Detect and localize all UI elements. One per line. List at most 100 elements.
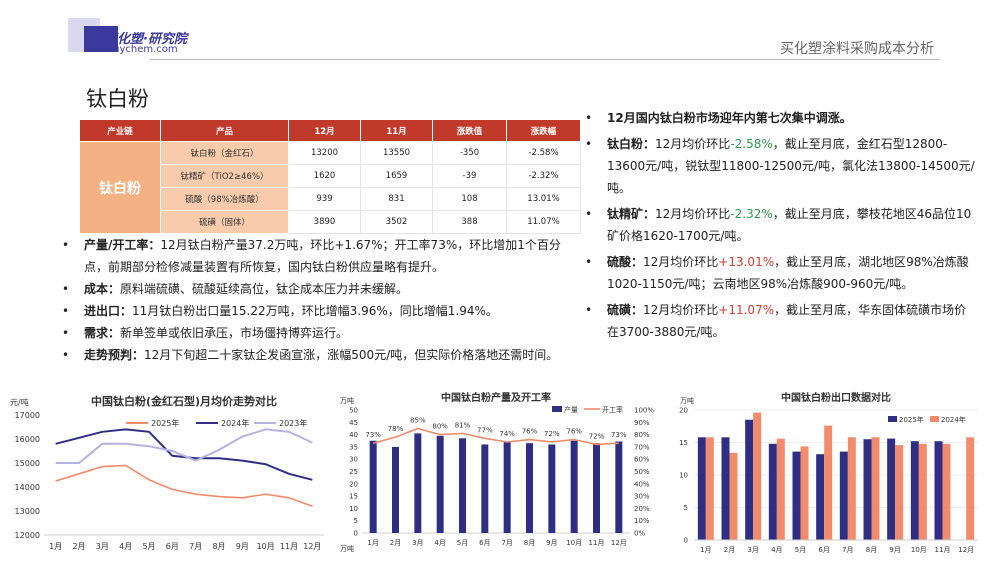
y-tick-label: 20 [679, 407, 688, 415]
x-tick-label: 2月 [724, 546, 735, 554]
x-tick-label: 9月 [236, 542, 249, 551]
legend-label: 开工率 [602, 405, 623, 414]
price-table: 产业链 产品 12月 11月 涨跌值 涨跌幅 钛白粉 钛白粉（金红石） 1320… [79, 119, 581, 234]
bar-export-2025年 [863, 439, 872, 540]
bullet-change: +13.01% [718, 255, 775, 269]
bar-export-2024年 [918, 443, 927, 540]
x-tick-label: 11月 [935, 546, 951, 554]
bullet-text: 12月均价环比 [655, 137, 731, 151]
nov-cell: 3502 [360, 210, 433, 234]
x-tick-label: 7月 [842, 546, 853, 554]
chart-title: 中国钛白粉(金红石型)月均价走势对比 [91, 394, 277, 408]
legend-label: 2023年 [279, 418, 307, 428]
y2-tick-label: 20% [634, 505, 650, 513]
bar-export-2024年 [942, 443, 951, 540]
pct-cell: -2.58% [506, 141, 581, 165]
x-tick-label: 6月 [166, 542, 179, 551]
bullet-change: +11.07% [718, 303, 775, 317]
product-cell: 钛白粉（金红石） [160, 141, 289, 165]
y-tick-label: 10 [349, 505, 358, 513]
x-tick-label: 12月 [303, 542, 321, 551]
bar-output [481, 444, 489, 533]
table-header-row: 产业链 产品 12月 11月 涨跌值 涨跌幅 [79, 119, 581, 142]
product-cell: 硫磺（固体） [160, 210, 289, 234]
list-item: 12月国内钛白粉市场迎年内第七次集中调涨。 [585, 107, 977, 129]
x-tick-label: 8月 [866, 546, 877, 554]
product-cell: 钛精矿（TiO2≥46%） [160, 164, 289, 188]
data-label: 81% [455, 421, 471, 429]
bar-output [526, 443, 533, 533]
table-header-cell: 12月 [288, 119, 361, 142]
x-tick-label: 1月 [49, 542, 62, 551]
change-cell: 108 [432, 187, 507, 211]
y-axis-label: 万吨 [680, 396, 694, 405]
y2-tick-label: 0% [634, 530, 645, 538]
bullet-text: 12月均价环比 [655, 207, 731, 221]
data-label: 73% [365, 431, 381, 439]
bar-export-2025年 [721, 437, 730, 540]
bar-export-2025年 [910, 441, 919, 540]
table-header-cell: 11月 [360, 119, 433, 142]
x-tick-label: 11月 [280, 542, 298, 551]
bar-output [436, 435, 444, 533]
series-line-2025年 [55, 464, 313, 507]
bullet-label: 需求： [84, 326, 121, 340]
x-tick-label: 8月 [524, 539, 535, 547]
data-label: 76% [566, 428, 582, 436]
y-tick-label: 0 [354, 530, 358, 538]
bar-export-2025年 [792, 451, 801, 540]
y2-tick-label: 50% [634, 468, 650, 476]
y-tick-label: 30 [349, 456, 358, 464]
chart-title: 中国钛白粉产量及开工率 [441, 391, 551, 404]
y-tick-label: 35 [349, 443, 358, 451]
bar-export-2025年 [934, 441, 943, 540]
x-tick-label: 1月 [700, 546, 711, 554]
data-label: 77% [477, 426, 493, 434]
bar-output [392, 446, 399, 533]
right-bullet-list: 12月国内钛白粉市场迎年内第七次集中调涨。 钛白粉：12月均价环比-2.58%，… [585, 107, 977, 347]
y-tick-label: 20 [349, 480, 358, 488]
x-tick-label: 7月 [189, 542, 202, 551]
y-tick-label: 45 [349, 419, 358, 427]
nov-cell: 13550 [360, 141, 433, 165]
y-tick-label: 12000 [15, 531, 40, 540]
bullet-text: ，截止至月底，湖北地区98%冶炼酸1020-1150元/吨；云南地区98%冶炼酸… [607, 255, 969, 291]
x-tick-label: 10月 [566, 539, 582, 547]
y-tick-label: 14000 [15, 483, 40, 492]
bar-export-2025年 [816, 454, 825, 540]
bullet-label: 钛精矿： [607, 207, 656, 221]
bar-export-2024年 [800, 446, 809, 540]
x-tick-label: 6月 [479, 539, 490, 547]
y-tick-label: 5 [354, 517, 358, 525]
x-tick-label: 5月 [457, 539, 468, 547]
y-tick-label: 16000 [15, 435, 40, 444]
list-item: 硫酸：12月均价环比+13.01%，截止至月底，湖北地区98%冶炼酸1020-1… [585, 251, 977, 295]
logo-name: 买化塑·研究院 [104, 32, 187, 47]
table-row: 硫磺（固体） 3890 3502 388 11.07% [80, 210, 581, 234]
x-tick-label: 12月 [611, 539, 627, 547]
table-header-cell: 产业链 [79, 119, 161, 142]
x-tick-label: 9月 [889, 546, 900, 554]
y-tick-label: 17000 [15, 411, 40, 420]
data-label: 76% [522, 428, 538, 436]
x-tick-label: 4月 [771, 546, 782, 554]
y2-tick-label: 100% [634, 407, 654, 415]
bullet-text: 12月均价环比 [643, 303, 719, 317]
bar-output [369, 440, 377, 533]
bullet-text: ，截止至月底，华东固体硫磺市场价在3700-3880元/吨。 [607, 303, 967, 339]
bar-output [459, 438, 466, 533]
x-tick-label: 8月 [212, 542, 225, 551]
bar-export-2024年 [871, 437, 880, 540]
bar-export-2024年 [966, 437, 975, 540]
dec-cell: 939 [288, 187, 361, 211]
legend-swatch [552, 406, 562, 412]
data-label: 80% [432, 423, 448, 431]
y-tick-label: 15 [679, 439, 688, 447]
bullet-text: 新单签单或依旧承压，市场僵持博弈运行。 [120, 326, 349, 340]
table-row: 硫酸（98%冶炼酸） 939 831 108 13.01% [80, 187, 581, 211]
pct-cell: -2.32% [506, 164, 581, 188]
bullet-text: ，截止至月底，攀枝花地区46品位10矿价格1620-1700元/吨。 [607, 207, 972, 243]
dec-cell: 13200 [288, 141, 361, 165]
x-tick-label: 11月 [589, 539, 605, 547]
list-item: 硫磺：12月均价环比+11.07%，截止至月底，华东固体硫磺市场价在3700-3… [585, 299, 977, 343]
